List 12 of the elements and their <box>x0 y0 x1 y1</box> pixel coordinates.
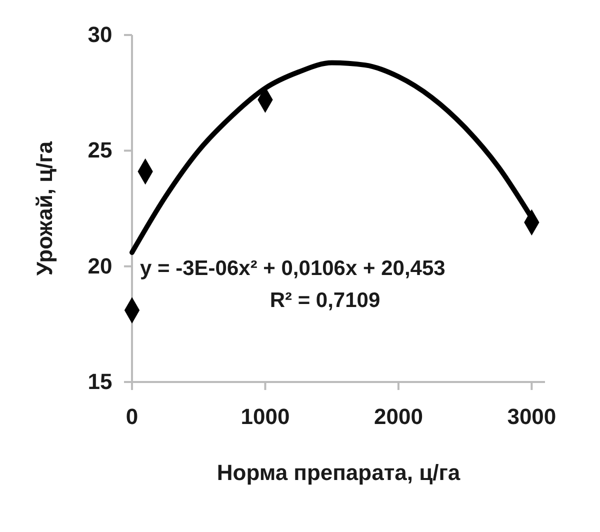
y-tick-label: 30 <box>88 22 112 48</box>
y-axis-title: Урожай, ц/га <box>32 140 57 276</box>
annotation: R² = 0,7109 <box>270 289 380 312</box>
y-tick-label: 25 <box>88 138 112 163</box>
x-axis-title: Норма препарата, ц/га <box>216 460 461 485</box>
annotation: y = -3E-06x² + 0,0106x + 20,453 <box>140 257 446 280</box>
x-tick-label: 3000 <box>507 404 556 429</box>
x-tick-label: 0 <box>126 404 138 429</box>
x-tick-label: 1000 <box>240 404 290 429</box>
y-tick-label: 15 <box>88 369 112 394</box>
x-tick-label: 2000 <box>374 404 423 429</box>
y-tick-label: 20 <box>88 253 112 278</box>
